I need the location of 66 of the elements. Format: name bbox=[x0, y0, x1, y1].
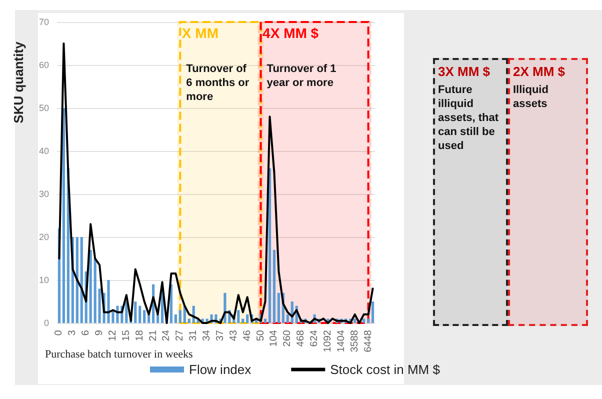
y-axis-title: SKU quantity bbox=[11, 40, 26, 124]
annotation: Turnover of 1 year or more bbox=[266, 63, 340, 89]
x-tick-label: 104 bbox=[268, 330, 280, 347]
x-tick-label: 3 bbox=[67, 330, 78, 336]
x-tick-label: 624 bbox=[309, 330, 320, 347]
x-tick-label: 1092 bbox=[322, 330, 334, 352]
x-tick-label: 468 bbox=[296, 330, 307, 347]
dashed-frame: 3X MM $ Future illiquid assets, that can still be used bbox=[433, 58, 508, 326]
x-tick-label: 1404 bbox=[336, 330, 347, 352]
x-tick-label: 27 bbox=[174, 330, 186, 342]
bar bbox=[371, 302, 374, 323]
x-tick-label: 3588 bbox=[349, 330, 360, 352]
x-tick-label: 43 bbox=[228, 330, 240, 342]
x-tick-label: 6448 bbox=[362, 330, 374, 352]
bar bbox=[62, 108, 66, 323]
bar bbox=[156, 314, 160, 323]
bar bbox=[138, 306, 142, 323]
y-tick-label: 60 bbox=[38, 60, 49, 70]
bar bbox=[178, 310, 182, 323]
x-tick-label: 24 bbox=[161, 330, 172, 342]
bar bbox=[272, 250, 276, 323]
x-tick-label: 260 bbox=[282, 330, 294, 347]
x-tick-label: 15 bbox=[120, 330, 132, 342]
legend-label: Flow index bbox=[189, 362, 252, 377]
x-tick-label: 50 bbox=[255, 330, 266, 342]
bar bbox=[268, 168, 272, 323]
x-tick-label: 37 bbox=[214, 330, 226, 342]
y-tick-label: 70 bbox=[38, 17, 49, 27]
x-tick-label: 12 bbox=[107, 330, 118, 342]
bar bbox=[264, 318, 267, 323]
y-tick-label: 30 bbox=[38, 189, 49, 199]
bar bbox=[188, 318, 190, 323]
bar bbox=[134, 302, 137, 323]
bar bbox=[246, 314, 249, 323]
bar bbox=[80, 237, 83, 323]
x-tick-label: 34 bbox=[202, 330, 213, 342]
bar bbox=[366, 318, 370, 323]
bar bbox=[242, 318, 244, 323]
band-label: X MM bbox=[182, 25, 218, 41]
band-label: 4X MM $ bbox=[262, 25, 319, 41]
dashed-frame: 2X MM $ Illiquid assets bbox=[508, 58, 588, 326]
y-tick-label: 0 bbox=[44, 318, 49, 328]
bar bbox=[354, 318, 356, 323]
x-tick-label: 18 bbox=[134, 330, 146, 342]
bar bbox=[362, 318, 366, 323]
x-tick-label: 9 bbox=[94, 330, 106, 336]
y-tick-label: 40 bbox=[38, 146, 49, 156]
y-tick-label: 20 bbox=[38, 232, 49, 242]
bar bbox=[174, 314, 177, 323]
annotation: Turnover of 6 months or more bbox=[186, 63, 252, 103]
x-tick-label: 46 bbox=[242, 330, 253, 342]
x-tick-label: 31 bbox=[188, 330, 200, 342]
bar bbox=[286, 314, 289, 323]
legend-label: Stock cost in MM $ bbox=[330, 362, 441, 377]
bar bbox=[277, 292, 280, 323]
bar bbox=[89, 250, 92, 323]
bar bbox=[76, 237, 78, 323]
line-series bbox=[58, 42, 374, 324]
y-tick-label: 10 bbox=[38, 275, 49, 285]
y-tick-label: 50 bbox=[38, 103, 49, 113]
bar bbox=[143, 310, 146, 323]
x-tick-label: 6 bbox=[80, 330, 92, 336]
bar bbox=[237, 310, 240, 323]
x-tick-label: 21 bbox=[148, 330, 159, 342]
x-axis-title: Purchase batch turnover in weeks bbox=[45, 348, 193, 360]
x-tick-label: 0 bbox=[54, 330, 65, 336]
